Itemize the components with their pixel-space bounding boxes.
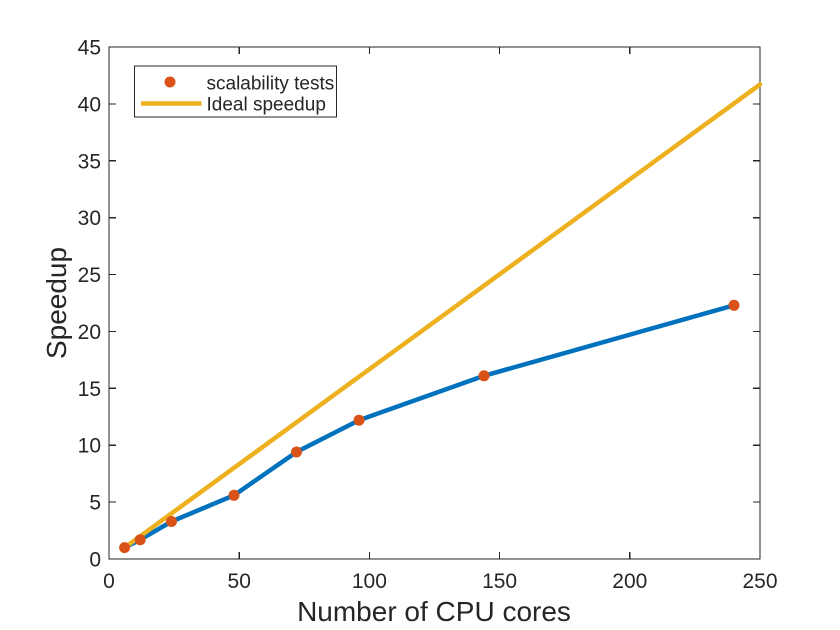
data-point-marker <box>166 516 177 527</box>
y-tick-label: 35 <box>78 150 101 173</box>
y-tick-label: 30 <box>78 207 101 230</box>
data-point-marker <box>228 489 240 501</box>
scalability-markers <box>119 299 740 554</box>
data-point-marker <box>728 299 740 311</box>
x-axis-label: Number of CPU cores <box>297 596 571 627</box>
y-tick-label: 0 <box>89 549 101 572</box>
y-tick-label: 5 <box>89 492 101 515</box>
x-tick-label: 100 <box>352 570 387 593</box>
scalability-series-line <box>122 303 737 550</box>
x-tick-label: 150 <box>482 570 517 593</box>
data-point-marker <box>478 370 490 382</box>
x-tick-label: 200 <box>612 570 647 593</box>
x-tick-label: 50 <box>228 570 251 593</box>
x-tick-label: 250 <box>742 570 777 593</box>
x-tick-labels: 0 50 100 150 200 250 <box>103 570 777 593</box>
data-point-marker <box>291 446 302 458</box>
y-tick-label: 10 <box>78 435 101 458</box>
legend: scalability tests Ideal speedup <box>133 65 338 118</box>
y-tick-label: 20 <box>78 321 101 344</box>
legend-label-scalability: scalability tests <box>207 74 335 95</box>
data-point-marker <box>119 542 131 554</box>
y-tick-label: 25 <box>78 264 101 287</box>
plot-area <box>108 46 761 560</box>
y-tick-labels: 0 5 10 15 20 25 30 35 40 45 <box>78 37 101 572</box>
y-tick-label: 45 <box>78 37 101 60</box>
y-tick-label: 15 <box>78 378 101 401</box>
y-tick-label: 40 <box>78 93 101 116</box>
legend-label-ideal: Ideal speedup <box>207 95 326 116</box>
legend-box <box>133 65 338 118</box>
x-tick-label: 0 <box>103 570 115 593</box>
y-axis-label: Speedup <box>41 247 72 359</box>
axis-ticks <box>108 46 761 560</box>
data-point-marker <box>134 534 146 546</box>
ideal-speedup-line <box>122 82 763 550</box>
data-point-marker <box>353 414 365 426</box>
legend-marker-icon <box>164 76 176 88</box>
